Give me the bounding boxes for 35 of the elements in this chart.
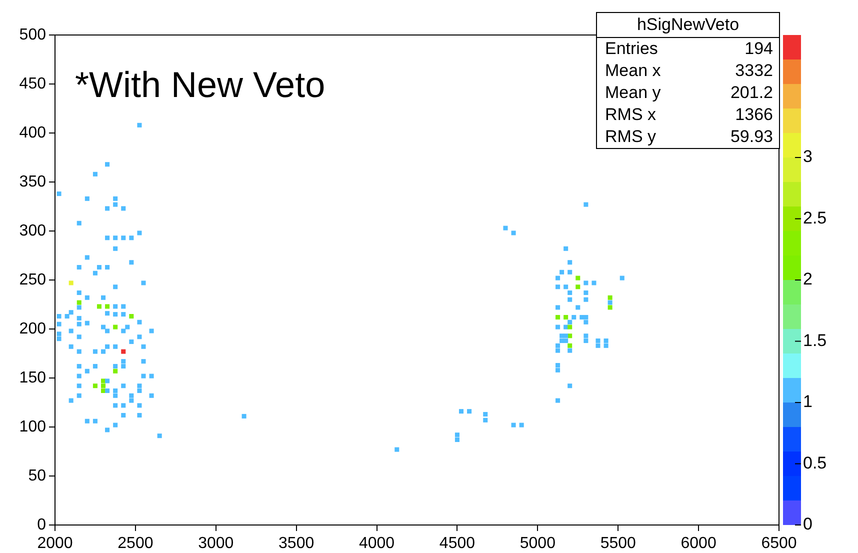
x-tick-label: 6000 [680, 535, 716, 552]
y-tick-label: 400 [19, 124, 46, 142]
x-tick-label: 4500 [439, 535, 476, 552]
y-tick-label: 200 [19, 320, 46, 338]
y-tick-label: 300 [19, 222, 46, 240]
text: Entries 194 [605, 39, 773, 58]
x-tick-label: 2000 [37, 535, 73, 552]
y-tick-label: 350 [19, 173, 46, 190]
color-bar-label: 1.5 [803, 330, 827, 350]
color-bar-label: 2 [803, 270, 812, 289]
text: hSigNewVeto [597, 13, 779, 38]
y-tick-label: 500 [19, 26, 46, 44]
color-bar-label: 1 [803, 392, 812, 412]
x-tick-label: 4000 [358, 535, 395, 552]
color-bar-label: 3 [803, 147, 812, 166]
y-tick-label: 100 [19, 418, 46, 436]
x-tick-label: 6500 [761, 535, 797, 552]
text: RMS x 1366 [605, 105, 773, 124]
text: Mean x 3332 [605, 61, 773, 80]
y-tick-label: 150 [19, 369, 46, 386]
text: Mean y 201.2 [605, 83, 773, 102]
x-tick-label: 2500 [118, 535, 154, 552]
text: RMS y 59.93 [605, 127, 773, 146]
color-bar-label: 2.5 [803, 208, 827, 228]
x-tick-label: 5500 [600, 535, 636, 552]
annotation: *With New Veto [75, 64, 326, 105]
x-tick-label: 3500 [278, 535, 314, 552]
x-tick-label: 5000 [520, 535, 556, 552]
y-tick-label: 50 [28, 467, 46, 484]
x-tick-label: 3000 [198, 535, 234, 552]
color-bar-label: 0.5 [803, 453, 827, 472]
y-tick-label: 450 [19, 75, 46, 92]
color-bar-label: 0 [803, 514, 812, 534]
y-tick-label: 250 [19, 271, 46, 288]
y-tick-label: 0 [37, 516, 46, 534]
